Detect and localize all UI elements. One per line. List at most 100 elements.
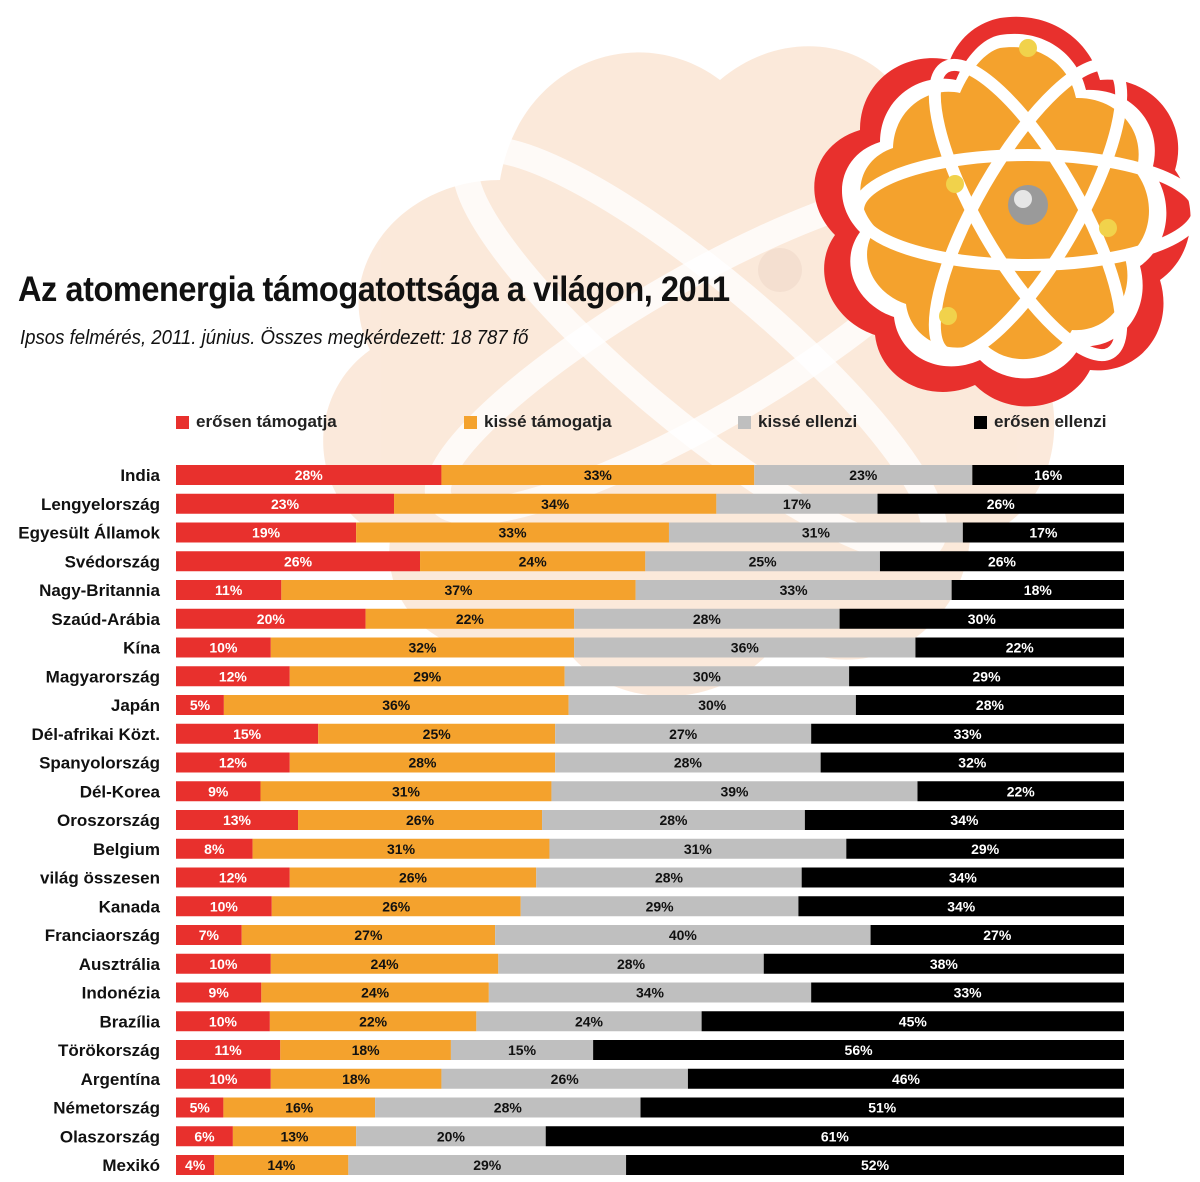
bar-segment-spanyolorszag-s0 (176, 752, 290, 773)
bar-value-label-brazilia-s3: 45% (899, 1013, 928, 1029)
bar-value-label-belgium-s3: 29% (971, 841, 1000, 857)
bar-value-label-ausztralia-s3: 38% (930, 956, 959, 972)
bar-segment-torokorszag-s1 (280, 1040, 451, 1060)
bar-segment-ausztralia-s0 (176, 953, 271, 974)
bar-value-label-ausztralia-s2: 28% (617, 956, 646, 972)
bar-segment-lengyelorszag-s2 (716, 493, 878, 514)
bar-value-label-torokorszag-s1: 18% (352, 1042, 381, 1058)
bar-value-label-japan-s3: 28% (976, 697, 1005, 713)
bar-segment-india-s0 (176, 465, 442, 485)
bar-segment-szaud-arabia-s3 (839, 608, 1124, 629)
bar-segment-del-afrikai-kozt-s0 (176, 723, 319, 744)
bar-segment-del-afrikai-kozt-s1 (318, 723, 556, 744)
bar-segment-svedorszag-s1 (420, 551, 646, 572)
bar-segment-egyesult-allamok-s3 (962, 522, 1124, 543)
bar-segment-magyarorszag-s0 (176, 666, 290, 687)
bar-value-label-lengyelorszag-s2: 17% (783, 496, 812, 512)
bar-value-label-spanyolorszag-s2: 28% (674, 755, 703, 771)
bar-segment-brazilia-s0 (176, 1011, 270, 1032)
bar-value-label-japan-s1: 36% (382, 697, 411, 713)
bar-segment-nemetorszag-s2 (375, 1097, 641, 1118)
bar-segment-nagy-britannia-s2 (635, 580, 952, 600)
bar-value-label-indonezia-s2: 34% (636, 985, 665, 1001)
bar-segment-brazilia-s1 (269, 1011, 477, 1032)
bar-segment-torokorszag-s0 (176, 1040, 281, 1060)
bar-segment-oroszorszag-s3 (804, 810, 1124, 830)
bar-value-label-kina-s1: 32% (408, 640, 437, 656)
bar-segment-egyesult-allamok-s2 (668, 522, 963, 543)
bar-value-label-kanada-s1: 26% (382, 898, 411, 914)
category-label-franciaorszag: Franciaország (45, 926, 160, 945)
bar-segment-del-korea-s1 (260, 781, 552, 802)
bar-segment-franciaorszag-s1 (241, 925, 496, 945)
bar-value-label-del-afrikai-kozt-s2: 27% (669, 726, 698, 742)
bar-segment-kina-s1 (270, 637, 575, 658)
legend-item-somewhat-support: kissé támogatja (464, 412, 612, 432)
bar-value-label-torokorszag-s3: 56% (845, 1042, 874, 1058)
category-label-kina: Kína (123, 639, 160, 658)
bar-segment-ausztralia-s3 (763, 953, 1124, 974)
bar-value-label-spanyolorszag-s3: 32% (958, 755, 987, 771)
bar-segment-nemetorszag-s0 (176, 1097, 224, 1118)
bar-value-label-del-afrikai-kozt-s1: 25% (423, 726, 452, 742)
legend-label-somewhat-support: kissé támogatja (484, 412, 612, 431)
bar-segment-franciaorszag-s3 (870, 925, 1124, 945)
bar-segment-kanada-s1 (271, 896, 521, 917)
bar-value-label-argentina-s3: 46% (892, 1071, 921, 1087)
bar-value-label-franciaorszag-s2: 40% (669, 927, 698, 943)
bar-segment-del-afrikai-kozt-s3 (811, 723, 1124, 744)
bar-value-label-brazilia-s0: 10% (209, 1013, 238, 1029)
bar-segment-torokorszag-s2 (450, 1040, 594, 1060)
bar-value-label-argentina-s0: 10% (209, 1071, 238, 1087)
bar-value-label-mexiko-s2: 29% (473, 1157, 502, 1173)
bar-value-label-magyarorszag-s2: 30% (693, 668, 722, 684)
legend-item-strongly-oppose: erősen ellenzi (974, 412, 1106, 432)
bar-value-label-szaud-arabia-s1: 22% (456, 611, 485, 627)
category-label-spanyolorszag: Spanyolország (39, 754, 160, 773)
legend-item-strongly-support: erősen támogatja (176, 412, 337, 432)
bar-segment-brazilia-s2 (476, 1011, 702, 1032)
bar-value-label-del-korea-s2: 39% (720, 783, 749, 799)
bar-value-label-vilag-osszesen-s3: 34% (949, 870, 978, 886)
bar-value-label-belgium-s1: 31% (387, 841, 416, 857)
bar-segment-lengyelorszag-s3 (877, 493, 1124, 514)
category-label-olaszorszag: Olaszország (60, 1127, 160, 1146)
category-label-torokorszag: Törökország (58, 1041, 160, 1060)
bar-value-label-kanada-s2: 29% (646, 898, 675, 914)
category-label-nemetorszag: Németország (53, 1099, 160, 1118)
bar-segment-svedorszag-s2 (645, 551, 880, 572)
bar-segment-japan-s0 (176, 695, 224, 715)
category-label-szaud-arabia: Szaúd-Arábia (51, 610, 160, 629)
bar-value-label-nagy-britannia-s1: 37% (444, 582, 473, 598)
bar-value-label-belgium-s2: 31% (684, 841, 713, 857)
bar-value-label-oroszorszag-s0: 13% (223, 812, 252, 828)
category-label-japan: Japán (111, 696, 160, 715)
bar-segment-indonezia-s0 (176, 982, 262, 1003)
bar-segment-oroszorszag-s0 (176, 810, 299, 830)
chart-title: Az atomenergia támogatottsága a világon,… (18, 270, 730, 309)
bar-segment-indonezia-s2 (488, 982, 812, 1003)
bar-segment-magyarorszag-s1 (289, 666, 565, 687)
bar-segment-spanyolorszag-s3 (820, 752, 1124, 773)
bar-segment-kanada-s2 (520, 896, 799, 917)
bar-segment-mexiko-s2 (348, 1155, 627, 1175)
bar-segment-mexiko-s1 (214, 1155, 349, 1175)
bar-value-label-oroszorszag-s3: 34% (950, 812, 979, 828)
bar-segment-indonezia-s3 (811, 982, 1124, 1003)
bar-value-label-olaszorszag-s0: 6% (194, 1128, 215, 1144)
bar-segment-magyarorszag-s2 (564, 666, 850, 687)
bar-value-label-magyarorszag-s3: 29% (973, 668, 1002, 684)
bar-segment-kanada-s0 (176, 896, 272, 917)
bar-value-label-egyesult-allamok-s2: 31% (802, 525, 831, 541)
bar-segment-kina-s2 (574, 637, 916, 658)
bar-segment-egyesult-allamok-s0 (176, 522, 357, 543)
bar-value-label-svedorszag-s2: 25% (749, 553, 778, 569)
bar-segment-vilag-osszesen-s2 (536, 867, 802, 888)
bar-segment-kina-s0 (176, 637, 271, 658)
bar-segment-argentina-s1 (270, 1068, 442, 1089)
legend-swatch-strongly-support (176, 415, 189, 429)
legend-label-strongly-support: erősen támogatja (196, 412, 337, 431)
bar-value-label-olaszorszag-s3: 61% (821, 1128, 850, 1144)
bar-value-label-oroszorszag-s1: 26% (406, 812, 435, 828)
bar-segment-del-korea-s3 (917, 781, 1124, 802)
